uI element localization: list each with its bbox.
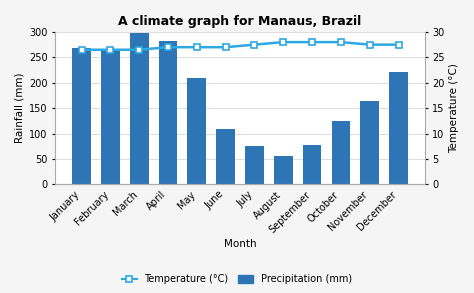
X-axis label: Month: Month: [224, 239, 256, 249]
Bar: [331, 121, 350, 184]
Bar: [274, 156, 292, 184]
Bar: [216, 129, 235, 184]
Bar: [245, 146, 264, 184]
Bar: [159, 41, 177, 184]
Bar: [360, 100, 379, 184]
Bar: [130, 33, 148, 184]
Y-axis label: Rainfall (mm): Rainfall (mm): [15, 73, 25, 144]
Legend: Temperature (°C), Precipitation (mm): Temperature (°C), Precipitation (mm): [118, 270, 356, 288]
Title: A climate graph for Manaus, Brazil: A climate graph for Manaus, Brazil: [118, 15, 362, 28]
Y-axis label: Temperature (°C): Temperature (°C): [449, 63, 459, 153]
Bar: [101, 51, 120, 184]
Bar: [389, 71, 408, 184]
Bar: [303, 145, 321, 184]
Bar: [72, 48, 91, 184]
Bar: [188, 78, 206, 184]
